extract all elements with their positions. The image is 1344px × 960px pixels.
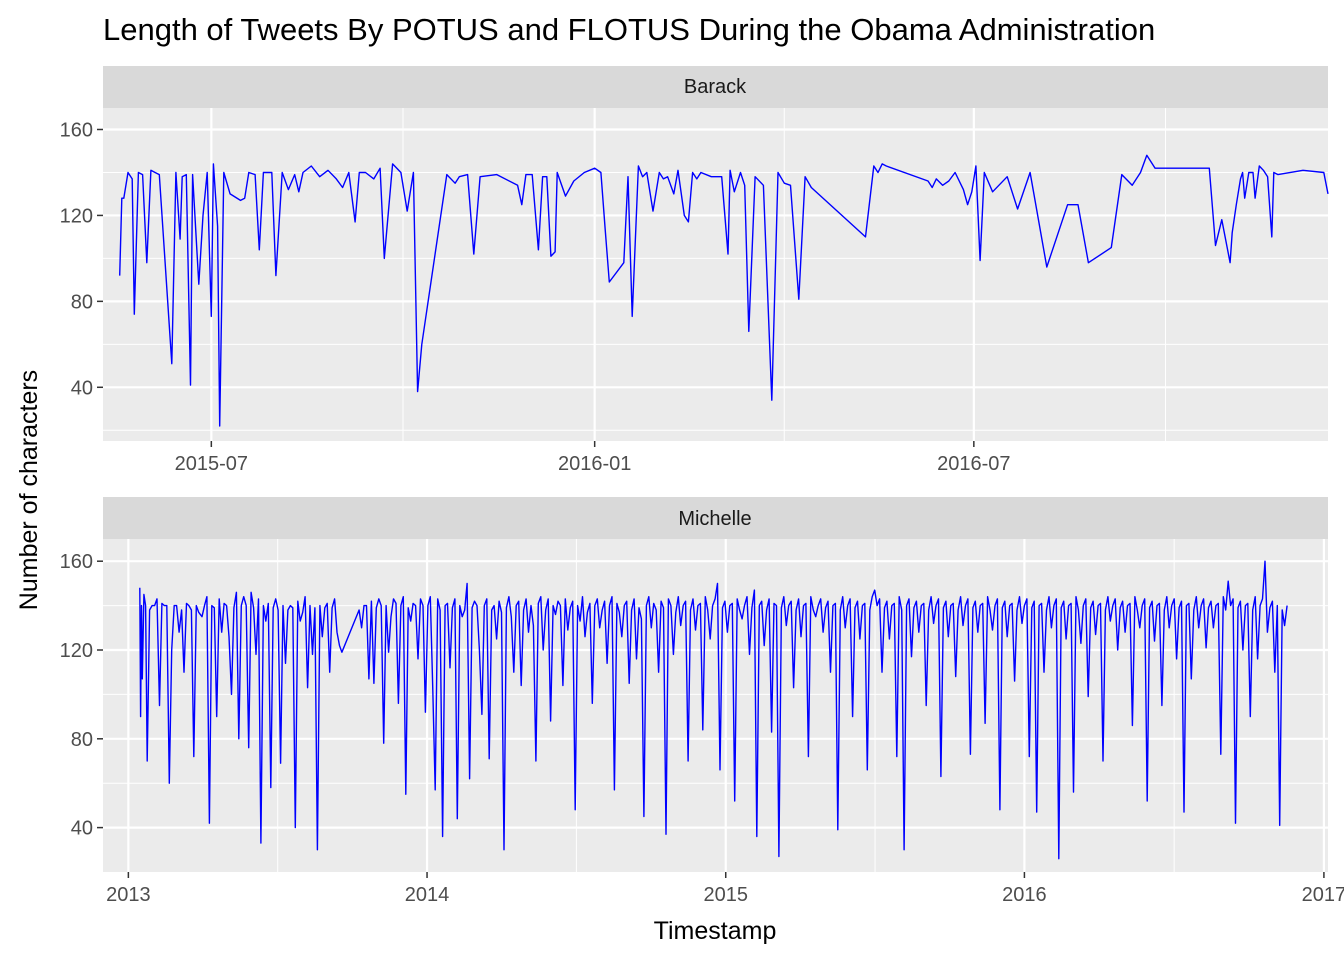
y-tick-label: 40	[71, 377, 93, 399]
x-tick-label: 2015	[703, 884, 748, 906]
facet-label-michelle: Michelle	[678, 508, 751, 530]
y-tick-label: 160	[60, 551, 93, 573]
x-ticks-barack: 2015-07 2016-01 2016-07	[175, 441, 1011, 475]
x-tick-label: 2017	[1302, 884, 1344, 906]
x-ticks-michelle: 2013 2014 2015 2016 2017	[106, 872, 1344, 906]
facet-barack: Barack 40 80 120 160 2015-07 2016-01 2016-07	[60, 66, 1329, 475]
x-tick-label: 2016	[1002, 884, 1047, 906]
facet-michelle: Michelle 40 80 120 160 2013 2014 2015 2016 2017	[60, 497, 1344, 906]
y-tick-label: 160	[60, 119, 93, 141]
x-tick-label: 2013	[106, 884, 151, 906]
y-tick-label: 40	[71, 818, 93, 840]
y-tick-label: 120	[60, 205, 93, 227]
x-tick-label: 2015-07	[175, 453, 248, 475]
facet-label-barack: Barack	[684, 76, 747, 98]
series-line-michelle	[139, 560, 1288, 860]
chart-title: Length of Tweets By POTUS and FLOTUS Dur…	[103, 12, 1155, 47]
y-ticks-michelle: 40 80 120 160	[60, 551, 103, 840]
y-tick-label: 120	[60, 640, 93, 662]
x-tick-label: 2016-07	[937, 453, 1010, 475]
y-axis-title: Number of characters	[15, 370, 43, 610]
x-tick-label: 2014	[405, 884, 450, 906]
x-tick-label: 2016-01	[558, 453, 631, 475]
x-axis-title: Timestamp	[654, 917, 777, 945]
series-line-barack	[119, 154, 1329, 427]
y-tick-label: 80	[71, 291, 93, 313]
facet-strip-michelle	[103, 497, 1328, 539]
facet-strip-barack	[103, 66, 1328, 108]
y-ticks-barack: 40 80 120 160	[60, 119, 103, 399]
panel-michelle	[103, 539, 1328, 872]
panel-barack	[103, 108, 1328, 441]
y-tick-label: 80	[71, 729, 93, 751]
